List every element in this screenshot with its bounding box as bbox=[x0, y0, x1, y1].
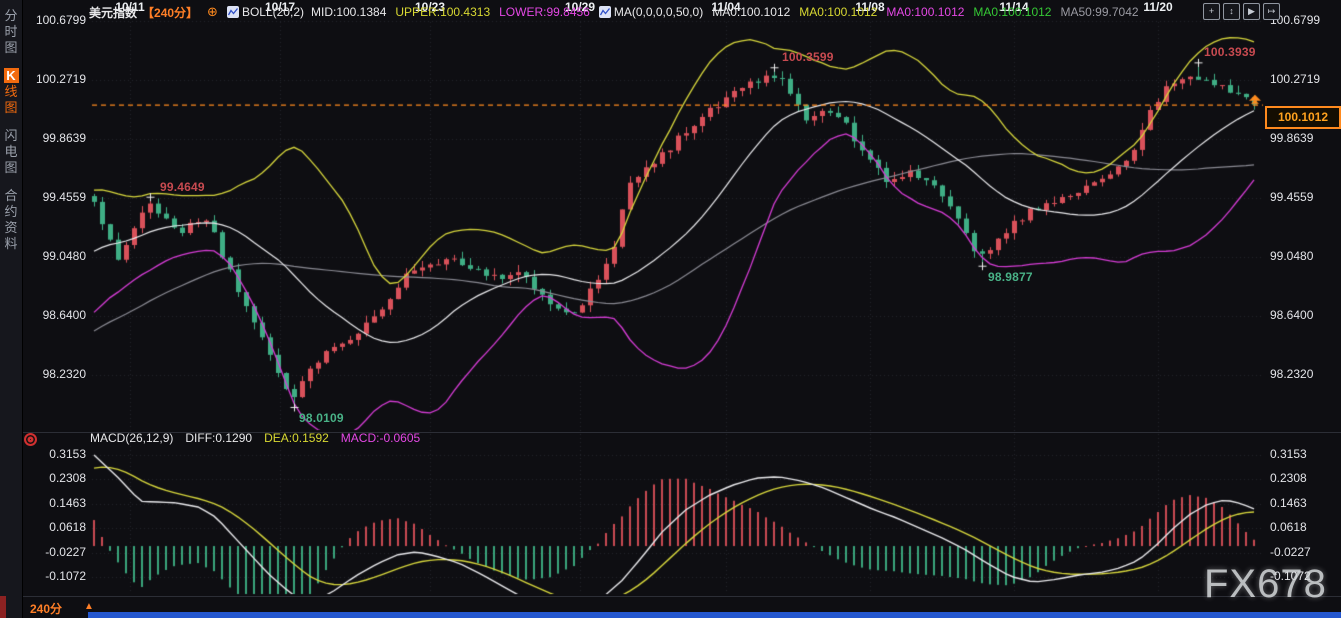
swing-annotation: 98.0109 bbox=[299, 410, 344, 425]
macd-axis-label-right: 0.3153 bbox=[1270, 447, 1307, 461]
x-axis-date: 10/23 bbox=[414, 0, 446, 14]
macd-diff-value: DIFF:0.1290 bbox=[185, 431, 253, 445]
macd-label: MACD(26,12,9) bbox=[90, 431, 174, 445]
x-axis-date: 10/17 bbox=[264, 0, 296, 14]
swing-annotation: 100.3939 bbox=[1204, 45, 1256, 60]
symbol-title: 美元指数 bbox=[89, 5, 138, 20]
macd-axis-label-right: -0.0227 bbox=[1270, 545, 1311, 559]
ma-indicator-icon[interactable] bbox=[598, 6, 611, 18]
macd-indicator-icon[interactable] bbox=[24, 433, 37, 446]
kline-active-badge: K bbox=[3, 68, 19, 83]
y-axis-label-right: 99.4559 bbox=[1270, 190, 1314, 204]
sidebar-tab-lightning-chart[interactable]: 闪电图 bbox=[4, 128, 18, 175]
macd-axis-label-right: 0.1463 bbox=[1270, 496, 1307, 510]
ma0-magenta-value: MA0:100.1012 bbox=[886, 5, 965, 19]
x-axis-period-label[interactable]: 240分 bbox=[30, 602, 63, 616]
sidebar-tab-kline-chart[interactable]: K 线图 bbox=[3, 68, 19, 116]
last-price-box: 100.1012 bbox=[1265, 105, 1341, 129]
sidebar: 分时图 K 线图 闪电图 合约资料 bbox=[0, 0, 23, 618]
y-axis-label-right: 98.2320 bbox=[1270, 367, 1314, 381]
macd-hist-value: MACD:-0.0605 bbox=[340, 431, 421, 445]
boll-label: BOLL(20,2) bbox=[241, 5, 304, 19]
y-axis-label-left: 98.2320 bbox=[42, 367, 86, 381]
y-axis-label-left: 100.6799 bbox=[35, 13, 86, 27]
macd-axis-label-right: 0.0618 bbox=[1270, 520, 1307, 534]
period-label: 【240分】 bbox=[142, 5, 199, 20]
bottom-scrollbar[interactable] bbox=[88, 612, 1341, 618]
ma-label: MA(0,0,0,0,50,0) bbox=[613, 5, 704, 19]
sidebar-tab-contract-info[interactable]: 合约资料 bbox=[4, 188, 18, 251]
swing-annotation: 100.3599 bbox=[782, 50, 834, 65]
y-axis-label-left: 99.0480 bbox=[42, 249, 86, 263]
macd-header: MACD(26,12,9) DIFF:0.1290 DEA:0.1592 MAC… bbox=[90, 431, 420, 445]
y-axis-label-right: 100.2719 bbox=[1270, 72, 1321, 86]
fit-horizontal-icon[interactable]: ▶ bbox=[1243, 3, 1260, 20]
y-axis-label-right: 99.8639 bbox=[1270, 131, 1314, 145]
link-toggle-icon[interactable]: ⊕ bbox=[207, 4, 218, 19]
chart-header: 美元指数 【240分】 ⊕ BOLL(20,2) MID:100.1384 UP… bbox=[89, 4, 1139, 20]
macd-axis-label-left: -0.1072 bbox=[45, 569, 86, 583]
boll-upper-value: UPPER:100.4313 bbox=[395, 5, 491, 19]
panel-divider bbox=[22, 432, 1341, 433]
chart-toolbar: + ↕ ▶ ↦ bbox=[1203, 3, 1280, 20]
boll-mid-value: MID:100.1384 bbox=[311, 5, 387, 19]
period-up-arrow-icon[interactable]: ▲ bbox=[84, 601, 94, 612]
boll-lower-value: LOWER:99.8456 bbox=[499, 5, 590, 19]
y-axis-label-left: 99.8639 bbox=[42, 131, 86, 145]
ma0-green-value: MA0:100.1012 bbox=[973, 5, 1052, 19]
fit-vertical-icon[interactable]: ↕ bbox=[1223, 3, 1240, 20]
macd-axis-label-left: 0.2308 bbox=[49, 471, 86, 485]
axis-divider bbox=[22, 596, 1341, 597]
macd-axis-label-left: 0.3153 bbox=[49, 447, 86, 461]
y-axis-label-left: 100.2719 bbox=[35, 72, 86, 86]
macd-axis-label-left: -0.0227 bbox=[45, 545, 86, 559]
macd-axis-label-left: 0.1463 bbox=[49, 496, 86, 510]
x-axis-date: 10/29 bbox=[564, 0, 596, 14]
swing-annotation: 98.9877 bbox=[988, 269, 1033, 284]
boll-indicator-icon[interactable] bbox=[226, 6, 239, 18]
sidebar-bottom-accent bbox=[0, 596, 6, 618]
y-axis-label-right: 98.6400 bbox=[1270, 308, 1314, 322]
watermark: FX678 bbox=[1204, 562, 1327, 606]
macd-axis-label-right: 0.2308 bbox=[1270, 471, 1307, 485]
y-axis-label-left: 99.4559 bbox=[42, 190, 86, 204]
y-axis-label-right: 100.6799 bbox=[1270, 13, 1321, 27]
x-axis-date: 11/04 bbox=[711, 0, 741, 14]
x-axis-date: 11/14 bbox=[999, 0, 1029, 14]
ma0-yellow-value: MA0:100.1012 bbox=[799, 5, 878, 19]
shift-right-icon[interactable]: ↦ bbox=[1263, 3, 1280, 20]
ma50-value: MA50:99.7042 bbox=[1060, 5, 1139, 19]
macd-axis-label-left: 0.0618 bbox=[49, 520, 86, 534]
crosshair-icon[interactable]: + bbox=[1203, 3, 1220, 20]
ma0-white-value: MA0:100.1012 bbox=[712, 5, 791, 19]
swing-annotation: 99.4649 bbox=[160, 179, 205, 194]
x-axis-date: 11/08 bbox=[855, 0, 885, 14]
sidebar-tab-time-chart[interactable]: 分时图 bbox=[4, 8, 18, 55]
macd-axis-label-right: -0.1072 bbox=[1270, 569, 1311, 583]
x-axis-date: 10/11 bbox=[115, 0, 145, 14]
x-axis-date: 11/20 bbox=[1143, 0, 1173, 14]
y-axis-label-right: 99.0480 bbox=[1270, 249, 1314, 263]
y-axis-label-left: 98.6400 bbox=[42, 308, 86, 322]
macd-dea-value: DEA:0.1592 bbox=[264, 431, 329, 445]
kline-tab-label: 线图 bbox=[4, 84, 18, 115]
